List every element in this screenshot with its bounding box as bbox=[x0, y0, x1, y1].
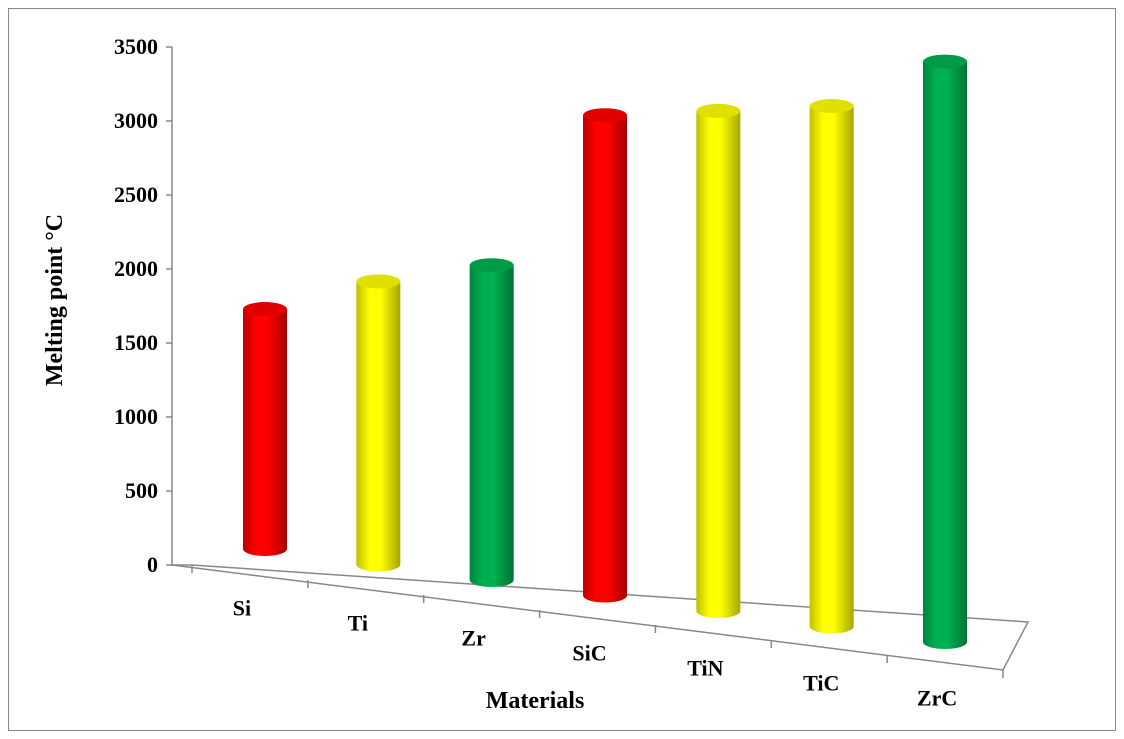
y-axis-title: Melting point °C bbox=[42, 214, 68, 386]
bar-body bbox=[356, 281, 401, 572]
bar-body bbox=[809, 106, 854, 634]
y-tick-label: 3000 bbox=[114, 108, 158, 133]
bar-sic bbox=[583, 108, 627, 603]
bar-top bbox=[696, 103, 741, 118]
y-axis-ticks: 0 500 1000 1500 2000 2500 3000 3500 bbox=[114, 34, 172, 577]
category-label: SiC bbox=[572, 641, 606, 666]
bar-tin bbox=[696, 103, 741, 619]
y-tick-label: 0 bbox=[147, 552, 158, 577]
y-tick-label: 2000 bbox=[114, 256, 158, 281]
bar-body bbox=[243, 309, 287, 556]
category-labels: Si Ti Zr SiC TiN TiC ZrC bbox=[233, 596, 957, 711]
bar-top bbox=[356, 274, 401, 289]
bar-si bbox=[243, 302, 287, 556]
x-axis-title: Materials bbox=[486, 688, 585, 714]
bar-top bbox=[809, 99, 854, 114]
bar-top bbox=[583, 108, 627, 123]
bar-body bbox=[469, 265, 514, 587]
y-tick-label: 500 bbox=[125, 478, 158, 503]
bar-body bbox=[923, 61, 967, 649]
bar-ti bbox=[356, 274, 401, 572]
category-label: Zr bbox=[461, 626, 486, 651]
y-tick-label: 3500 bbox=[114, 34, 158, 59]
y-tick-label: 1000 bbox=[114, 404, 158, 429]
y-tick-label: 1500 bbox=[114, 330, 158, 355]
category-label: ZrC bbox=[917, 686, 957, 711]
bar-zrc bbox=[923, 54, 967, 649]
bar-body bbox=[696, 110, 741, 619]
bar-zr bbox=[469, 258, 514, 587]
bar-top bbox=[469, 258, 514, 273]
bar-body bbox=[583, 115, 627, 603]
bar-top bbox=[923, 54, 967, 69]
category-label: TiC bbox=[803, 671, 839, 696]
y-tick-label: 2500 bbox=[114, 182, 158, 207]
bar-top bbox=[243, 302, 287, 317]
category-label: Ti bbox=[348, 611, 368, 636]
category-label: TiN bbox=[687, 656, 723, 681]
x-axis-ticks bbox=[191, 565, 1004, 678]
category-label: Si bbox=[233, 596, 251, 621]
bars bbox=[243, 54, 967, 649]
bar-tic bbox=[809, 99, 854, 634]
